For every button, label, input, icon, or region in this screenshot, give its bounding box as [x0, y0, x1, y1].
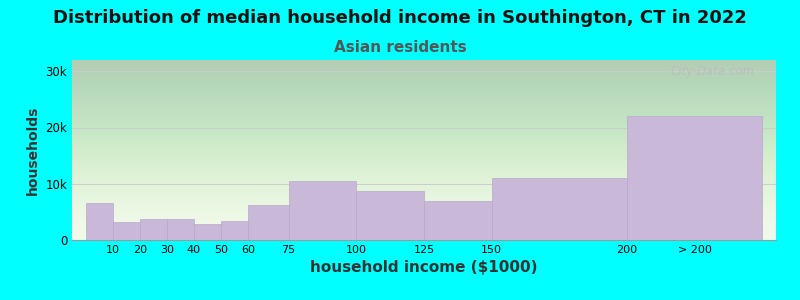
Text: Distribution of median household income in Southington, CT in 2022: Distribution of median household income …	[53, 9, 747, 27]
Bar	[492, 178, 627, 240]
Bar	[424, 201, 492, 240]
Text: City-Data.com: City-Data.com	[670, 65, 755, 78]
Bar	[356, 190, 424, 240]
Bar	[166, 219, 194, 240]
Text: Asian residents: Asian residents	[334, 40, 466, 56]
Bar	[194, 224, 221, 240]
Bar	[113, 222, 140, 240]
Bar	[86, 203, 113, 240]
X-axis label: household income ($1000): household income ($1000)	[310, 260, 538, 275]
Bar	[140, 219, 166, 240]
Bar	[627, 116, 762, 240]
Bar	[289, 181, 356, 240]
Bar	[248, 205, 289, 240]
Y-axis label: households: households	[26, 105, 40, 195]
Bar	[221, 221, 248, 240]
